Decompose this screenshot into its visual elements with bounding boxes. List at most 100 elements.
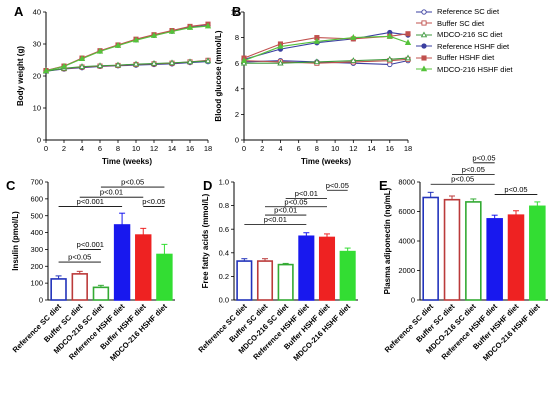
chart-e-y-tick-label: 4000 [398,237,415,246]
legend-swatch-icon [416,65,432,72]
panel-label-e: E [379,178,388,193]
chart-a-data-point [42,67,50,74]
chart-b-x-axis-label: Time (weeks) [301,157,351,166]
chart-d-bar [277,263,294,301]
chart-a-data-point [150,32,158,38]
legend-item-label: MDCO-216 SC diet [437,30,503,40]
chart-c-bar [113,224,131,301]
legend-item: MDCO-216 SC diet [415,29,550,41]
legend-item: Buffer SC diet [415,18,550,30]
chart-a-x-tick-label: 16 [186,144,194,153]
chart-b-data-point [350,57,357,63]
chart-a-data-point [78,63,86,69]
legend-swatch-marker [420,65,428,72]
chart-e-bar [422,196,439,301]
chart-e-significance-label: p<0.05 [472,153,495,162]
chart-a-data-point [132,36,140,43]
chart-a-data-point [186,58,194,65]
chart-d-y-tick-label: 0.2 [219,272,229,281]
chart-b-x-tick-label: 6 [297,144,301,153]
chart-c-significance-label: p<0.01 [100,188,123,197]
legend-item: Reference SC diet [415,6,550,18]
chart-c-y-axis-label: Insulin (pmol/L) [11,211,20,271]
chart-a-data-point [96,62,104,69]
chart-a-y-tick-label: 20 [33,72,41,81]
chart-e-significance-label: p<0.05 [462,165,485,174]
chart-e-significance-label: p<0.05 [504,185,527,194]
chart-a-x-axis-label: Time (weeks) [102,157,152,166]
chart-b-series-line [243,35,409,62]
chart-a-data-point [168,27,176,34]
chart-b-y-tick-label: 6 [235,59,239,68]
chart-e-y-tick-label: 8000 [398,178,415,187]
legend-swatch-icon [416,9,432,15]
chart-a-series-line [45,25,209,72]
chart-b-series-line [243,58,409,64]
chart-c-y-tick-label: 600 [30,194,43,203]
chart-e-y-axis-label: Plasma adiponectin (ng/mL) [383,187,392,294]
legend-item-label: Buffer HSHF diet [437,53,495,63]
legend-item-label: Reference HSHF diet [437,41,510,51]
chart-c-y-tick-label: 200 [30,262,43,271]
chart-a-x-tick-label: 2 [62,144,66,153]
chart-e-bar [465,201,482,301]
chart-c-bar [156,253,173,301]
chart-c-bar [135,234,152,301]
chart-b-x-tick-label: 10 [331,144,339,153]
chart-a-data-point [114,61,122,68]
chart-d-bar [339,250,356,301]
chart-a-y-tick-label: 40 [33,8,41,17]
chart-c-bar [71,273,88,301]
legend-item: Buffer HSHF diet [415,52,550,64]
chart-c-y-tick-label: 100 [30,279,43,288]
chart-c-significance-label: p<0.05 [142,197,165,206]
chart-d-bar [298,235,315,301]
chart-e-y-tick-label: 6000 [398,207,415,216]
chart-b-x-tick-label: 16 [386,144,394,153]
chart-b-y-tick-label: 2 [235,110,239,119]
chart-a-y-axis-label: Body weight (g) [16,46,25,106]
chart-a-series-0 [43,58,211,74]
chart-c-y-tick-label: 300 [30,245,43,254]
chart-e-significance-label: p<0.05 [451,175,474,184]
legend-swatch-icon [416,43,432,49]
chart-e-bar [443,198,461,301]
panel-label-d: D [203,178,212,193]
chart-b-series-line [243,31,409,60]
chart-d-y-tick-label: 0.6 [219,225,229,234]
chart-b-x-tick-label: 0 [242,144,246,153]
chart-a-data-point [204,57,212,64]
chart-a-data-point [168,59,176,66]
chart-b-y-tick-label: 8 [235,33,239,42]
chart-d-significance-label: p<0.01 [274,206,297,215]
chart-a-x-tick-label: 14 [168,144,176,153]
chart-b-y-tick-label: 4 [235,84,239,93]
chart-b-x-tick-label: 14 [367,144,375,153]
chart-e-bar [486,218,503,301]
chart-b-series-3 [241,29,411,63]
chart-b-y-axis-label: Blood glucose (mmol/L) [214,30,223,121]
chart-a-data-point [60,62,68,69]
chart-b-data-point [277,43,284,49]
chart-b-data-point [404,54,412,61]
chart-d-significance-label: p<0.05 [326,181,349,190]
legend: Reference SC diet Buffer SC diet MDCO-216 … [415,6,550,75]
chart-b-series-5 [240,32,412,63]
chart-a-data-point [186,24,194,30]
chart-d-y-axis-label: Free fatty acids (mmol/L) [201,193,210,288]
chart-a-x-tick-label: 8 [116,144,120,153]
chart-c-y-tick-label: 400 [30,228,43,237]
legend-swatch-marker [421,20,427,26]
legend-swatch-marker [421,9,427,15]
chart-e-y-tick-label: 0 [411,296,415,305]
chart-a-data-point [204,22,212,29]
legend-item-label: Reference SC diet [437,7,500,17]
chart-d-bar [236,260,253,301]
chart-a-x-tick-label: 12 [150,144,158,153]
chart-d-y-tick-label: 1.0 [219,178,229,187]
chart-e-y-tick-label: 2000 [398,266,415,275]
chart-b-data-point [405,31,411,37]
chart-a-y-tick-label: 0 [37,136,41,145]
legend-swatch-icon [416,31,432,38]
chart-b-series-line [243,33,409,59]
